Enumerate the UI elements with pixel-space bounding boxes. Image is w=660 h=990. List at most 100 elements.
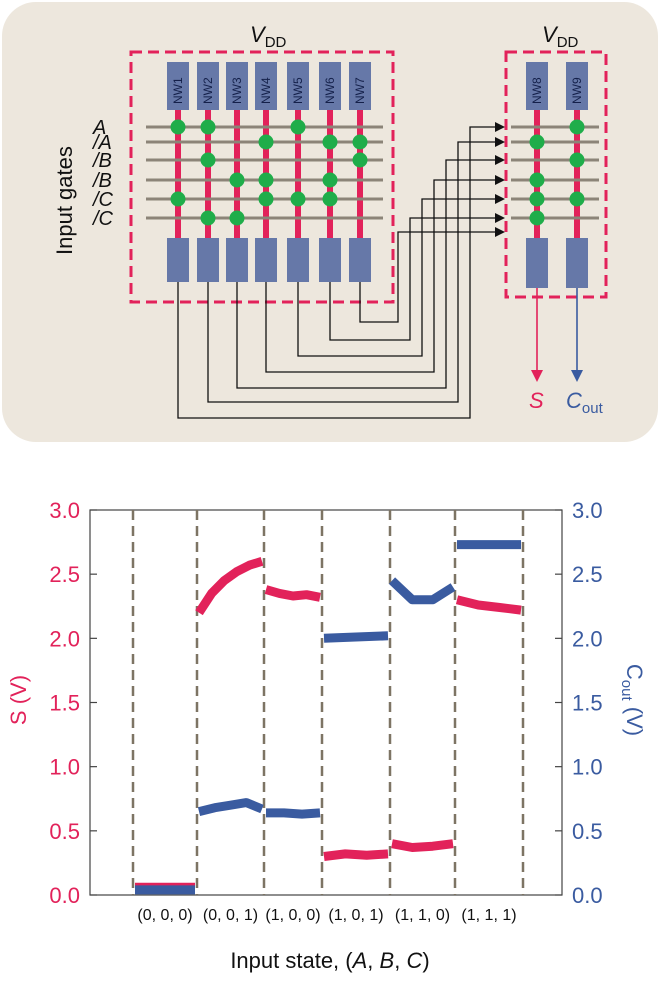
series-cout-segment-3 xyxy=(266,808,321,819)
y-tick-label-right: 1.5 xyxy=(572,691,603,716)
nanowire-contact-6 xyxy=(319,238,341,282)
y-tick-label-right: 3.0 xyxy=(572,498,603,523)
output-s-label: S xyxy=(529,388,544,413)
nanowire-2 xyxy=(205,110,211,240)
gate-node xyxy=(352,152,368,168)
nanowire-1 xyxy=(175,110,181,240)
feedback-wire-1 xyxy=(177,126,497,419)
y-tick-label-right: 0.0 xyxy=(572,883,603,908)
nanowire-label-block-5 xyxy=(287,62,309,110)
nanowire-label-4: NW4 xyxy=(259,77,273,104)
output-cout-label: Cout xyxy=(566,388,604,417)
output-cout-arrowhead xyxy=(571,370,583,382)
gate-node xyxy=(529,134,545,150)
nanowire-label-block-2 xyxy=(197,62,219,110)
vdd-left-label: VDD xyxy=(250,22,287,51)
gate-node xyxy=(258,191,274,207)
gate-label-6: /C xyxy=(91,208,114,230)
x-category-label: (1, 1, 0) xyxy=(395,907,450,924)
output-s-arrowhead xyxy=(531,370,543,382)
x-category-label: (0, 0, 0) xyxy=(137,907,192,924)
nanowire-contact-7 xyxy=(349,238,371,282)
gate-node xyxy=(529,191,545,207)
nanowire-label-2: NW2 xyxy=(201,77,215,104)
series-s-segment-4 xyxy=(323,849,389,861)
wire-arrowhead xyxy=(495,227,505,237)
series-cout-segment-5 xyxy=(388,577,456,605)
gate-label-1: A xyxy=(92,117,106,139)
chart-elements: 0.0 0.0 0.5 0.5 1.0 1.0 1.5 1.5 2.0 2.0 2.5 2.5 3.0 3… xyxy=(49,498,602,924)
series-s-segment-5 xyxy=(391,839,454,852)
gate-node xyxy=(569,152,585,168)
nanowire-contact-4 xyxy=(255,238,277,282)
input-gates-label: Input gates xyxy=(52,146,77,255)
y-tick-label-left: 0.0 xyxy=(49,883,80,908)
y-tick-label-right: 0.5 xyxy=(572,819,603,844)
y-axis-left-title: S (V) xyxy=(6,675,31,725)
gate-node xyxy=(229,210,245,226)
y-tick-label-left: 3.0 xyxy=(49,498,80,523)
vdd-right-label: VDD xyxy=(542,22,579,51)
wire-arrowhead xyxy=(495,194,505,204)
gate-label-4: /B xyxy=(91,170,112,192)
feedback-wire-2 xyxy=(207,141,497,403)
x-category-label: (0, 0, 1) xyxy=(203,907,258,924)
nanowire-contact-2 xyxy=(197,238,219,282)
gate-node xyxy=(322,172,338,188)
x-category-label: (1, 1, 1) xyxy=(461,907,516,924)
wire-arrowhead xyxy=(495,155,505,165)
gate-node xyxy=(200,119,216,135)
nanowire-9 xyxy=(574,110,580,240)
gate-node xyxy=(569,191,585,207)
nanowire-label-1: NW1 xyxy=(171,77,185,104)
y-tick-label-right: 2.5 xyxy=(572,562,603,587)
y-tick-label-left: 0.5 xyxy=(49,819,80,844)
series-cout-segment-2 xyxy=(197,798,264,816)
gate-node xyxy=(170,119,186,135)
nanowire-label-block-7 xyxy=(349,62,371,110)
gate-node xyxy=(529,210,545,226)
nanowire-label-6: NW6 xyxy=(323,77,337,104)
feedback-wire-5 xyxy=(297,198,497,357)
nanowire-contact-1 xyxy=(167,238,189,282)
circuit-panel: VDD VDD Input gates A/A/B/B/C/C NW1 NW2 NW3… xyxy=(2,2,658,442)
chart-panel: 0.0 0.0 0.5 0.5 1.0 1.0 1.5 1.5 2.0 2.0 2.5 2.5 3.0 3… xyxy=(6,498,647,973)
series-s-segment-6 xyxy=(455,595,522,615)
right-gate-box xyxy=(504,50,608,299)
nanowire-contact-8 xyxy=(526,238,548,288)
nanowire-label-block-4 xyxy=(255,62,277,110)
y-tick-label-left: 1.5 xyxy=(49,691,80,716)
nanowire-contact-3 xyxy=(226,238,248,282)
gate-node xyxy=(352,134,368,150)
y-axis-right-title: Cout (V) xyxy=(618,664,647,736)
feedback-wire-3 xyxy=(236,159,497,389)
y-tick-label-left: 1.0 xyxy=(49,755,80,780)
nanowire-label-block-8 xyxy=(526,62,548,110)
gate-node xyxy=(258,134,274,150)
wire-arrowhead xyxy=(495,213,505,223)
series-s-segment-2 xyxy=(195,557,264,616)
gate-node xyxy=(200,152,216,168)
gate-label-3: /B xyxy=(91,150,112,172)
nanowire-label-5: NW5 xyxy=(291,77,305,104)
y-tick-label-left: 2.5 xyxy=(49,562,80,587)
y-tick-label-right: 1.0 xyxy=(572,755,603,780)
gate-node xyxy=(569,119,585,135)
nanowire-label-9: NW9 xyxy=(570,77,584,104)
gate-node xyxy=(258,172,274,188)
gate-node xyxy=(529,172,545,188)
feedback-wire-7 xyxy=(359,231,497,323)
nanowire-label-block-9 xyxy=(566,62,588,110)
gate-node xyxy=(322,134,338,150)
nanowire-label-block-6 xyxy=(319,62,341,110)
y-tick-label-left: 2.0 xyxy=(49,626,80,651)
gate-node xyxy=(229,172,245,188)
gate-node xyxy=(290,119,306,135)
gate-node xyxy=(200,210,216,226)
wire-arrowhead xyxy=(495,122,505,132)
gate-label-5: /C xyxy=(91,189,114,211)
nanowire-label-3: NW3 xyxy=(230,77,244,104)
feedback-wire-6 xyxy=(329,217,497,341)
x-category-label: (1, 0, 0) xyxy=(265,907,320,924)
feedback-wire-4 xyxy=(265,179,497,373)
